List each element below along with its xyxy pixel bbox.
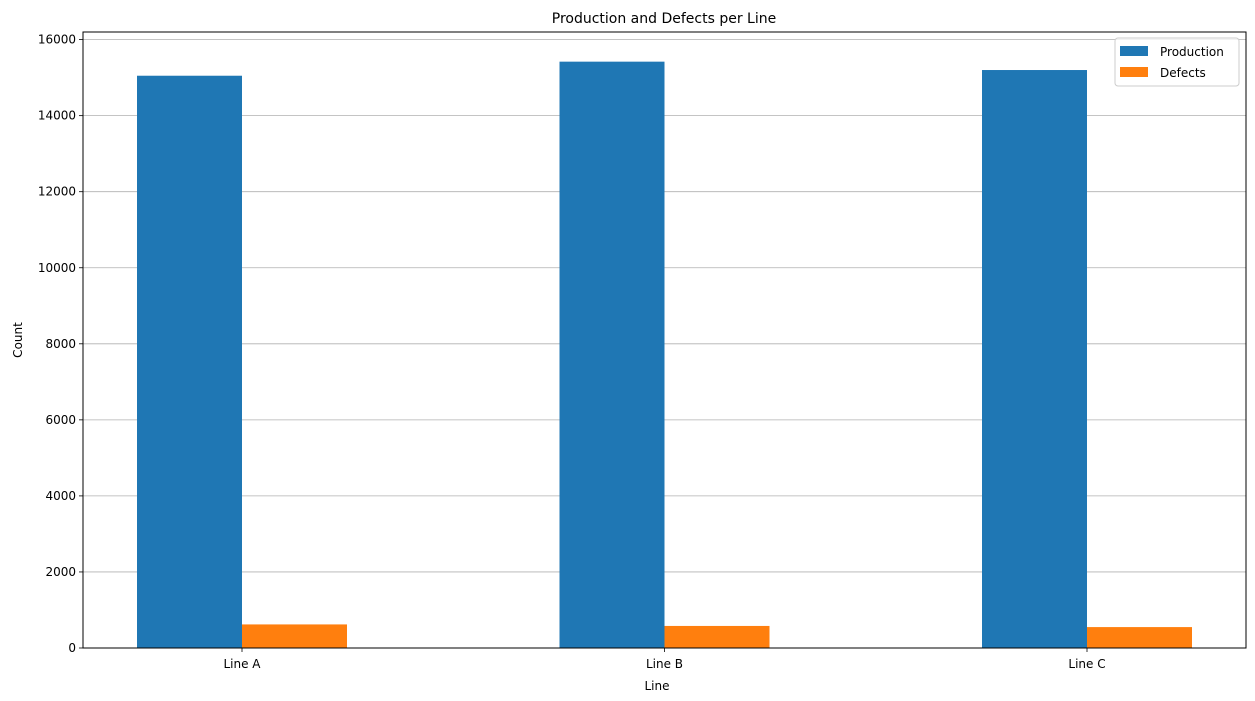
x-axis-ticks: Line A Line B Line C xyxy=(223,648,1106,671)
bar-defects-line-a xyxy=(242,624,347,648)
y-tick-label: 16000 xyxy=(38,33,76,47)
legend-swatch-production xyxy=(1120,46,1148,56)
y-tick-label: 0 xyxy=(68,641,76,655)
legend-swatch-defects xyxy=(1120,67,1148,77)
legend: Production Defects xyxy=(1114,37,1240,87)
y-tick-label: 6000 xyxy=(45,413,76,427)
y-tick-label: 8000 xyxy=(45,337,76,351)
x-tick-label: Line B xyxy=(646,657,683,671)
bar-production-line-a xyxy=(137,75,242,648)
y-tick-label: 12000 xyxy=(38,185,76,199)
bar-production-line-b xyxy=(559,61,665,649)
bars xyxy=(137,61,1192,649)
y-tick-label: 10000 xyxy=(38,261,76,275)
x-tick-label: Line C xyxy=(1068,657,1105,671)
y-axis-label: Count xyxy=(11,322,25,358)
y-tick-label: 4000 xyxy=(45,489,76,503)
chart-title: Production and Defects per Line xyxy=(552,11,776,27)
y-tick-label: 2000 xyxy=(45,565,76,579)
x-axis-label: Line xyxy=(644,679,669,693)
legend-label-production: Production xyxy=(1160,45,1224,59)
bar-production-line-c xyxy=(982,70,1087,649)
legend-label-defects: Defects xyxy=(1160,66,1206,80)
bar-defects-line-c xyxy=(1087,627,1192,648)
y-axis-ticks: 0 2000 4000 6000 8000 10000 12000 14000 16000 xyxy=(38,33,83,655)
bar-defects-line-b xyxy=(664,625,770,648)
y-tick-label: 14000 xyxy=(38,109,76,123)
x-tick-label: Line A xyxy=(223,657,261,671)
